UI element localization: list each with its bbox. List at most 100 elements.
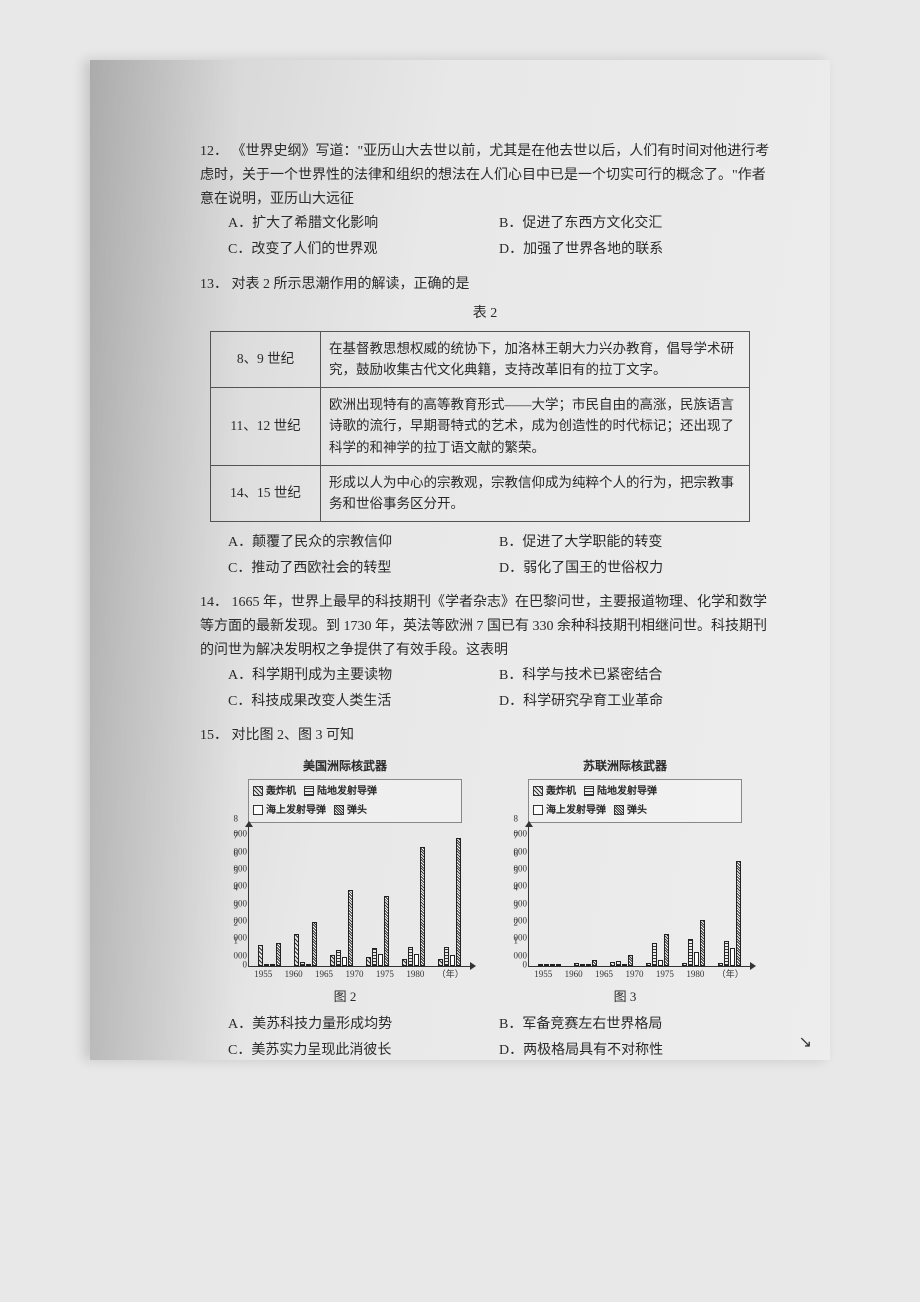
bar-bomber	[682, 963, 687, 966]
bar-bomber	[438, 959, 443, 965]
exam-page: ↘ 12． 《世界史纲》写道："亚历山大去世以前，尤其是在他去世以后，人们有时间…	[90, 60, 830, 1060]
bar-land	[372, 948, 377, 966]
bar-bomber	[330, 955, 335, 966]
bar-warhead	[736, 861, 741, 966]
x-tick-label: 1970	[625, 967, 643, 982]
q12-opt-d: D．加强了世界各地的联系	[499, 237, 770, 263]
table-2: 8、9 世纪在基督教思想权威的统协下，加洛林王朝大力兴办教育，倡导学术研究，鼓励…	[210, 331, 750, 522]
bar-warhead	[348, 890, 353, 965]
bar-sea	[622, 964, 627, 966]
bar-sea	[342, 957, 347, 966]
bar-land	[444, 947, 449, 965]
q15-number: 15．	[200, 728, 228, 743]
table-row: 8、9 世纪在基督教思想权威的统协下，加洛林王朝大力兴办教育，倡导学术研究，鼓励…	[211, 331, 750, 387]
bar-bomber	[718, 963, 723, 966]
bar-warhead	[700, 920, 705, 966]
q15-opt-a: A．美苏科技力量形成均势	[228, 1012, 499, 1038]
q13-opt-a: A．颠覆了民众的宗教信仰	[228, 530, 499, 556]
q12-opt-a: A．扩大了希腊文化影响	[228, 211, 499, 237]
corner-mark: ↘	[799, 1029, 812, 1056]
q13-opt-b: B．促进了大学职能的转变	[499, 530, 770, 556]
bar-land	[264, 964, 269, 966]
legend-warhead: 弹头	[614, 802, 647, 819]
bar-sea	[450, 955, 455, 966]
chart-ussr-block: 苏联洲际核武器 轰炸机 陆地发射导弹 海上发射导弹 弹头 01 0002 000…	[500, 756, 750, 1008]
bar-group	[330, 890, 353, 965]
bar-bomber	[646, 963, 651, 966]
bar-sea	[414, 954, 419, 965]
q12-opt-b: B．促进了东西方文化交汇	[499, 211, 770, 237]
bar-warhead	[420, 847, 425, 966]
bar-land	[616, 961, 621, 965]
q13-opt-d: D．弱化了国王的世俗权力	[499, 556, 770, 582]
legend-warhead-label: 弹头	[627, 802, 647, 819]
q14-stem: 1665 年，世界上最早的科技期刊《学者杂志》在巴黎问世，主要报道物理、化学和数…	[200, 595, 767, 658]
y-tick-label: 8 000	[514, 811, 530, 842]
x-unit-label: （年）	[437, 967, 464, 982]
bar-warhead	[592, 960, 597, 965]
bar-land	[336, 950, 341, 966]
bar-sea	[694, 952, 699, 966]
q14-opt-b: B．科学与技术已紧密结合	[499, 663, 770, 689]
swatch-sea-icon	[253, 805, 263, 815]
q14-opt-a: A．科学期刊成为主要读物	[228, 663, 499, 689]
desc-cell: 形成以人为中心的宗教观，宗教信仰成为纯粹个人的行为，把宗教事务和世俗事务区分开。	[321, 465, 750, 521]
bar-bomber	[294, 934, 299, 966]
q13-opt-c: C．推动了西欧社会的转型	[228, 556, 499, 582]
bar-warhead	[556, 964, 561, 966]
x-unit-label: （年）	[717, 967, 744, 982]
q13-number: 13．	[200, 277, 228, 292]
bar-group	[438, 838, 461, 966]
q15-opt-d: D．两极格局具有不对称性	[499, 1038, 770, 1064]
legend-land: 陆地发射导弹	[304, 783, 377, 800]
legend-sea: 海上发射导弹	[533, 802, 606, 819]
question-12: 12． 《世界史纲》写道："亚历山大去世以前，尤其是在他去世以后，人们有时间对他…	[200, 140, 770, 263]
bar-group	[718, 861, 741, 966]
bar-sea	[550, 964, 555, 966]
x-tick-label: 1955	[534, 967, 552, 982]
chart-ussr-legend: 轰炸机 陆地发射导弹 海上发射导弹 弹头	[528, 779, 742, 823]
chart-us-title: 美国洲际核武器	[220, 756, 470, 776]
bar-sea	[586, 964, 591, 966]
bar-sea	[730, 948, 735, 966]
x-tick-label: 1980	[406, 967, 424, 982]
bar-bomber	[402, 959, 407, 966]
bar-group	[538, 964, 561, 966]
x-arrow-icon	[750, 962, 756, 970]
q15-options: A．美苏科技力量形成均势 B．军备竞赛左右世界格局 C．美苏实力呈现此消彼长 D…	[200, 1012, 770, 1064]
legend-sea-label: 海上发射导弹	[546, 802, 606, 819]
swatch-bomber-icon	[533, 786, 543, 796]
bar-bomber	[258, 945, 263, 966]
bar-bomber	[538, 964, 543, 966]
x-tick-label: 1970	[345, 967, 363, 982]
q14-opt-d: D．科学研究孕育工业革命	[499, 689, 770, 715]
chart-us-xticks: 195519601965197019751980（年）	[248, 967, 470, 982]
bar-group	[258, 943, 281, 966]
fig2-caption: 图 2	[220, 986, 470, 1008]
legend-bomber: 轰炸机	[253, 783, 296, 800]
bar-sea	[658, 960, 663, 965]
bar-group	[610, 955, 633, 966]
legend-bomber-label: 轰炸机	[546, 783, 576, 800]
x-tick-label: 1975	[376, 967, 394, 982]
x-tick-label: 1960	[285, 967, 303, 982]
chart-ussr-bars	[529, 827, 750, 966]
bar-group	[402, 847, 425, 966]
chart-us-legend: 轰炸机 陆地发射导弹 海上发射导弹 弹头	[248, 779, 462, 823]
legend-land-label: 陆地发射导弹	[317, 783, 377, 800]
q15-opt-b: B．军备竞赛左右世界格局	[499, 1012, 770, 1038]
swatch-bomber-icon	[253, 786, 263, 796]
legend-sea: 海上发射导弹	[253, 802, 326, 819]
x-tick-label: 1965	[315, 967, 333, 982]
q13-options: A．颠覆了民众的宗教信仰 B．促进了大学职能的转变 C．推动了西欧社会的转型 D…	[200, 530, 770, 582]
bar-group	[366, 896, 389, 966]
bar-bomber	[574, 963, 579, 966]
chart-us-block: 美国洲际核武器 轰炸机 陆地发射导弹 海上发射导弹 弹头 01 0002 000…	[220, 756, 470, 1008]
swatch-warhead-icon	[334, 805, 344, 815]
chart-us-bars	[249, 827, 470, 966]
bar-bomber	[366, 957, 371, 966]
fig3-caption: 图 3	[500, 986, 750, 1008]
x-arrow-icon	[470, 962, 476, 970]
bar-warhead	[312, 922, 317, 966]
period-cell: 14、15 世纪	[211, 465, 321, 521]
